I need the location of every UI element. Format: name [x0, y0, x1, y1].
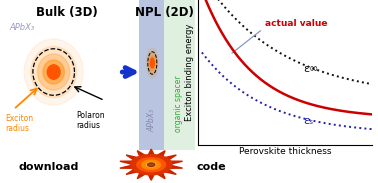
- Circle shape: [150, 58, 154, 68]
- Text: organic spacer: organic spacer: [174, 75, 183, 132]
- Circle shape: [31, 46, 76, 98]
- Text: ε∞: ε∞: [303, 64, 318, 74]
- X-axis label: Perovskite thickness: Perovskite thickness: [239, 147, 332, 156]
- Circle shape: [146, 48, 158, 78]
- Text: actual value: actual value: [265, 19, 327, 28]
- Circle shape: [37, 54, 70, 90]
- Circle shape: [137, 158, 166, 172]
- Circle shape: [130, 155, 172, 175]
- Circle shape: [147, 163, 156, 167]
- Circle shape: [147, 163, 155, 167]
- Y-axis label: Exciton binding energy: Exciton binding energy: [185, 24, 194, 121]
- Circle shape: [149, 55, 155, 70]
- Bar: [164, 0, 195, 150]
- Text: APbX₃: APbX₃: [9, 23, 35, 31]
- Text: εₛ: εₛ: [303, 116, 313, 126]
- Text: code: code: [197, 162, 226, 171]
- Polygon shape: [120, 149, 183, 180]
- Text: APbX₃: APbX₃: [147, 109, 156, 132]
- Text: Bulk (3D): Bulk (3D): [36, 6, 98, 19]
- Circle shape: [43, 60, 64, 84]
- Text: NPL (2D): NPL (2D): [135, 6, 194, 19]
- Circle shape: [142, 160, 161, 169]
- Text: download: download: [19, 162, 79, 171]
- Text: Exciton
radius: Exciton radius: [5, 114, 34, 133]
- Text: Polaron
radius: Polaron radius: [76, 111, 105, 130]
- Circle shape: [24, 39, 83, 105]
- Circle shape: [148, 52, 157, 74]
- Bar: [139, 0, 164, 150]
- Circle shape: [47, 65, 60, 79]
